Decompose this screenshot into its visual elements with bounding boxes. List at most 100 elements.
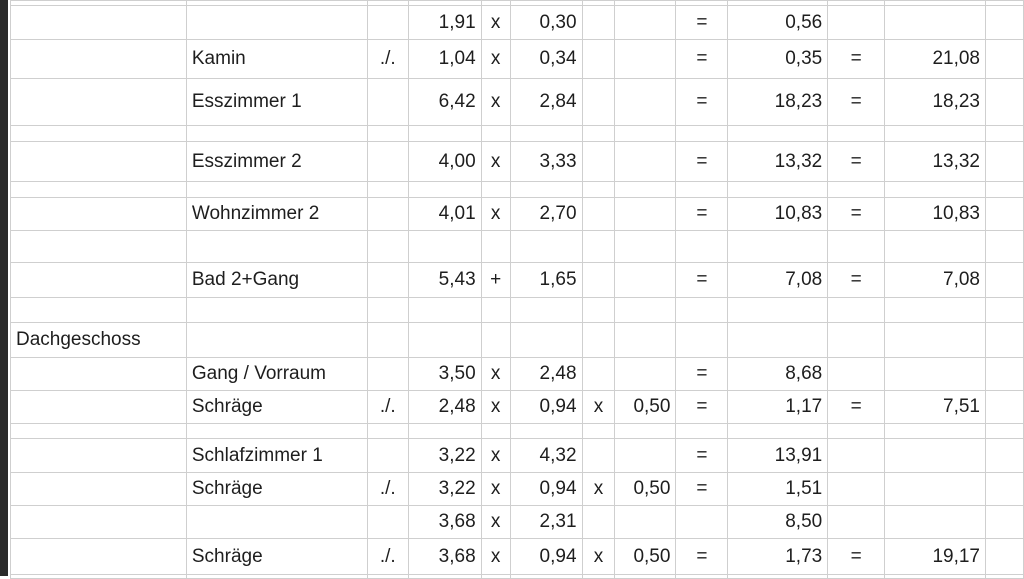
cell[interactable] [366,505,409,539]
cell[interactable] [827,322,886,358]
cell[interactable]: 1,04 [407,39,482,79]
cell[interactable]: ./. [366,538,409,575]
cell[interactable] [509,574,583,579]
cell[interactable]: 21,08 [884,39,986,79]
cell[interactable]: x [581,538,616,575]
cell[interactable] [614,141,677,182]
cell[interactable] [827,5,886,40]
cell[interactable] [366,125,409,142]
cell[interactable] [185,423,368,439]
cell[interactable] [827,472,886,506]
cell[interactable] [984,141,1024,182]
cell[interactable]: 0,50 [614,472,677,506]
cell[interactable] [581,423,616,439]
cell[interactable] [366,357,409,391]
cell[interactable] [10,141,187,182]
cell[interactable] [185,322,368,358]
cell[interactable] [827,230,886,263]
cell[interactable] [984,505,1024,539]
cell[interactable] [884,322,986,358]
cell[interactable]: Schräge [185,538,368,575]
cell[interactable]: 7,08 [884,262,986,298]
cell[interactable] [480,297,511,323]
cell[interactable]: 3,68 [407,505,482,539]
cell[interactable] [10,438,187,473]
cell[interactable] [366,322,409,358]
cell[interactable]: 4,32 [509,438,583,473]
cell[interactable]: 1,65 [509,262,583,298]
cell[interactable] [407,574,482,579]
cell[interactable] [10,5,187,40]
cell[interactable]: Dachgeschoss [10,322,187,358]
cell[interactable] [675,230,729,263]
cell[interactable]: x [581,390,616,424]
cell[interactable] [407,297,482,323]
cell[interactable] [581,262,616,298]
cell[interactable]: 18,23 [884,78,986,126]
cell[interactable]: 10,83 [884,197,986,231]
cell[interactable] [614,78,677,126]
cell[interactable]: = [675,472,729,506]
cell[interactable]: 1,17 [727,390,829,424]
cell[interactable] [614,574,677,579]
cell[interactable]: 0,34 [509,39,583,79]
cell[interactable]: 3,22 [407,438,482,473]
cell[interactable] [984,39,1024,79]
cell[interactable] [581,230,616,263]
cell[interactable]: 3,22 [407,472,482,506]
cell[interactable] [884,181,986,198]
cell[interactable]: x [581,472,616,506]
cell[interactable] [581,297,616,323]
cell[interactable]: Gang / Vorraum [185,357,368,391]
cell[interactable] [366,5,409,40]
cell[interactable]: = [675,357,729,391]
cell[interactable] [827,181,886,198]
cell[interactable] [185,181,368,198]
cell[interactable] [827,505,886,539]
cell[interactable]: 1,51 [727,472,829,506]
cell[interactable] [984,574,1024,579]
cell[interactable] [581,574,616,579]
cell[interactable]: = [675,39,729,79]
cell[interactable] [614,125,677,142]
cell[interactable] [10,181,187,198]
cell[interactable] [581,322,616,358]
cell[interactable] [884,438,986,473]
cell[interactable] [884,574,986,579]
cell[interactable] [581,78,616,126]
cell[interactable] [984,230,1024,263]
cell[interactable] [509,230,583,263]
cell[interactable]: 19,17 [884,538,986,575]
cell[interactable] [185,230,368,263]
cell[interactable] [614,438,677,473]
cell[interactable] [509,297,583,323]
cell[interactable] [984,78,1024,126]
cell[interactable] [10,297,187,323]
cell[interactable]: 1,91 [407,5,482,40]
cell[interactable] [614,197,677,231]
cell[interactable]: 3,33 [509,141,583,182]
cell[interactable] [675,297,729,323]
cell[interactable] [581,181,616,198]
cell[interactable] [614,322,677,358]
cell[interactable] [884,505,986,539]
cell[interactable] [581,125,616,142]
cell[interactable]: 2,48 [407,390,482,424]
cell[interactable] [727,297,829,323]
cell[interactable] [614,230,677,263]
cell[interactable]: = [675,5,729,40]
cell[interactable] [614,505,677,539]
cell[interactable]: 2,70 [509,197,583,231]
cell[interactable] [984,322,1024,358]
cell[interactable] [984,262,1024,298]
cell[interactable] [984,125,1024,142]
cell[interactable]: ./. [366,39,409,79]
cell[interactable] [185,574,368,579]
cell[interactable] [614,262,677,298]
cell[interactable] [984,181,1024,198]
cell[interactable]: Wohnzimmer 2 [185,197,368,231]
cell[interactable]: = [675,262,729,298]
cell[interactable]: 0,56 [727,5,829,40]
cell[interactable]: 1,73 [727,538,829,575]
cell[interactable] [407,181,482,198]
